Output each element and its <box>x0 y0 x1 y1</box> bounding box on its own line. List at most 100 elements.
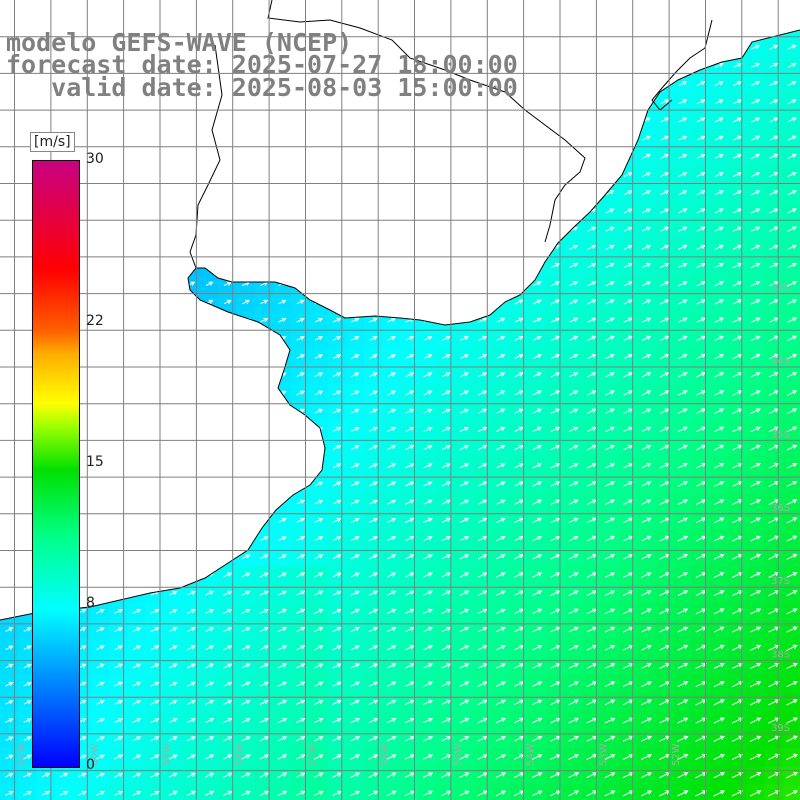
wind-arrow <box>660 208 670 214</box>
wind-arrow <box>350 645 360 651</box>
wind-arrow <box>478 390 488 396</box>
wind-arrow <box>386 536 397 542</box>
wind-arrow <box>550 372 561 378</box>
wind-arrow <box>532 281 542 287</box>
wind-arrow <box>114 681 124 687</box>
wind-arrow <box>714 408 725 414</box>
wind-arrow <box>587 299 597 305</box>
wind-arrow <box>787 44 797 50</box>
wind-arrow <box>423 626 433 633</box>
wind-speed-cell <box>291 784 310 800</box>
wind-arrow <box>314 354 324 359</box>
wind-arrow <box>678 299 688 305</box>
wind-arrow <box>459 681 470 687</box>
wind-arrow <box>605 335 615 341</box>
wind-arrow <box>259 681 269 687</box>
wind-arrow <box>550 281 561 287</box>
wind-arrow <box>132 772 142 778</box>
wind-arrow <box>640 790 653 797</box>
wind-arrow <box>96 627 105 632</box>
wind-arrow <box>314 627 324 633</box>
wind-arrow <box>568 590 579 596</box>
graticule-labels: 33S 34S 35S 36S 37S 38S 39S 61W 60W 59W 58W 57W 56W 5… <box>17 283 791 766</box>
wind-arrow <box>787 135 797 141</box>
wind-arrow <box>186 681 196 687</box>
wind-arrow <box>423 717 434 724</box>
wind-arrow <box>387 317 396 323</box>
wind-arrow <box>677 517 689 524</box>
wind-arrow <box>132 718 142 724</box>
wind-arrow <box>405 608 415 614</box>
wind-arrow <box>623 190 633 196</box>
wind-arrow <box>713 535 725 542</box>
wind-arrow <box>314 554 324 560</box>
wind-arrow <box>713 717 725 724</box>
wind-speed-cell <box>691 784 711 800</box>
wind-arrow <box>368 663 379 669</box>
wind-arrow <box>677 663 689 669</box>
wind-arrow <box>786 662 798 670</box>
wind-arrow <box>532 463 543 469</box>
wind-arrow <box>640 699 652 706</box>
wind-arrow <box>713 572 725 578</box>
wind-arrow <box>496 354 506 360</box>
wind-arrow <box>714 153 724 159</box>
wind-arrow <box>677 408 688 414</box>
wind-arrow <box>623 263 633 269</box>
wind-arrow <box>387 336 396 341</box>
wind-arrow <box>259 790 270 797</box>
wind-arrow <box>477 645 488 651</box>
wind-arrow <box>713 772 726 779</box>
wind-arrow <box>604 681 616 688</box>
wind-speed-cell <box>418 784 438 800</box>
wind-arrow <box>332 754 342 760</box>
wind-arrow <box>568 517 579 524</box>
wind-arrow <box>296 554 306 560</box>
wind-arrow <box>786 535 798 542</box>
wind-arrow <box>750 172 761 178</box>
wind-arrow <box>605 481 616 487</box>
wind-arrow <box>750 408 761 414</box>
wind-arrow <box>568 426 579 433</box>
wind-arrow <box>369 390 378 396</box>
wind-arrow <box>23 791 32 796</box>
wind-arrow <box>678 153 688 159</box>
wind-arrow <box>423 445 433 451</box>
wind-arrow <box>714 172 724 178</box>
wind-arrow <box>441 481 451 487</box>
wind-arrow <box>186 718 197 724</box>
wind-arrow <box>532 608 543 615</box>
wind-arrow <box>714 99 724 105</box>
wind-arrow <box>514 517 524 524</box>
wind-arrow <box>605 426 615 433</box>
wind-arrow <box>295 627 306 633</box>
wind-arrow <box>296 517 306 523</box>
wind-arrow <box>223 681 233 687</box>
wind-arrow <box>295 608 306 614</box>
wind-arrow <box>787 153 797 159</box>
wind-arrow <box>168 590 178 596</box>
wind-arrow <box>350 390 360 396</box>
wind-arrow <box>659 281 670 287</box>
wind-arrow <box>713 626 725 633</box>
wind-arrow <box>314 499 324 505</box>
wind-arrow <box>714 208 724 214</box>
wind-arrow <box>404 681 415 687</box>
wind-arrow <box>168 772 178 778</box>
wind-arrow <box>568 535 579 542</box>
wind-arrow <box>750 462 761 469</box>
wind-arrow <box>150 663 160 669</box>
wind-arrow <box>132 754 142 760</box>
wind-arrow <box>514 499 524 505</box>
wind-arrow <box>532 663 543 669</box>
wind-arrow <box>477 463 488 469</box>
wind-speed-cell <box>473 784 492 800</box>
wind-arrow <box>550 354 561 360</box>
wind-arrow <box>150 645 160 651</box>
wind-arrow <box>187 590 196 596</box>
wind-arrow <box>750 135 761 141</box>
wind-arrow <box>623 281 633 287</box>
wind-arrow <box>496 408 506 414</box>
wind-arrow <box>732 81 742 87</box>
wind-arrow <box>786 553 798 560</box>
